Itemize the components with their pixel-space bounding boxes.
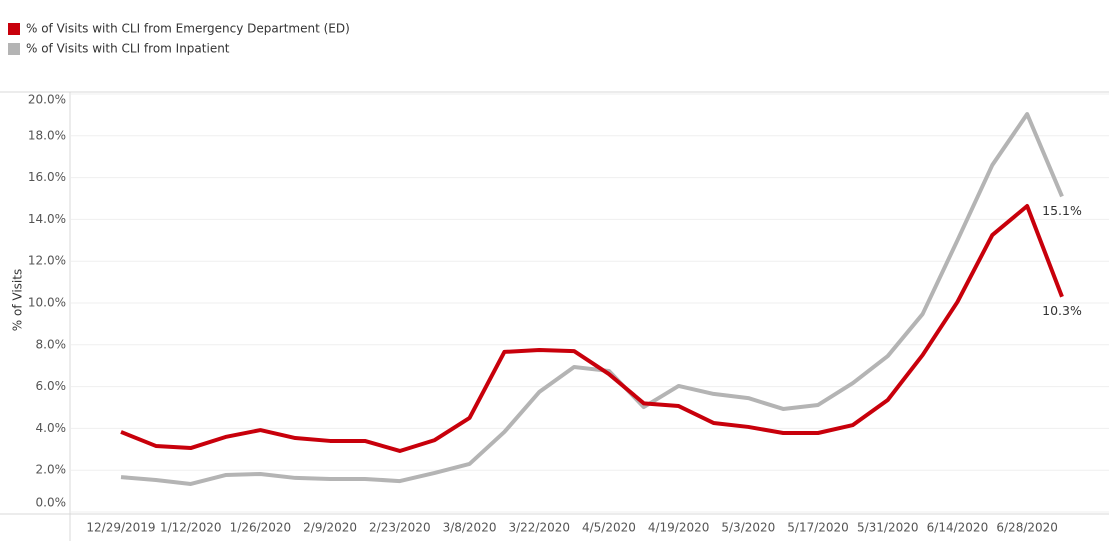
x-tick-label: 4/19/2020 [648, 521, 710, 535]
x-tick-label: 12/29/2019 [86, 521, 155, 535]
x-tick-label: 4/5/2020 [582, 521, 636, 535]
y-tick-label: 18.0% [28, 128, 66, 142]
x-tick-label: 1/26/2020 [230, 521, 292, 535]
y-tick-label: 16.0% [28, 170, 66, 184]
y-tick-label: 10.0% [28, 296, 66, 310]
series-line [120, 112, 1064, 486]
x-tick-label: 3/22/2020 [508, 521, 570, 535]
y-tick-label: 4.0% [36, 421, 67, 435]
x-tick-label: 2/23/2020 [369, 521, 431, 535]
legend-label: % of Visits with CLI from Emergency Depa… [26, 22, 350, 36]
x-tick-label: 6/14/2020 [927, 521, 989, 535]
x-tick-label: 2/9/2020 [303, 521, 357, 535]
legend-swatch [8, 23, 20, 35]
x-tick-label: 5/17/2020 [787, 521, 849, 535]
y-tick-label: 8.0% [36, 337, 67, 351]
y-tick-label: 12.0% [28, 254, 66, 268]
y-tick-label: 14.0% [28, 212, 66, 226]
legend-label: % of Visits with CLI from Inpatient [26, 42, 230, 56]
value-label: 15.1% [1042, 203, 1082, 218]
y-tick-label: 20.0% [28, 93, 66, 107]
x-tick-label: 6/28/2020 [996, 521, 1058, 535]
y-axis-title: % of Visits [11, 269, 25, 331]
x-tick-label: 3/8/2020 [443, 521, 497, 535]
x-tick-label: 5/31/2020 [857, 521, 919, 535]
y-tick-label: 2.0% [36, 463, 67, 477]
value-label: 10.3% [1042, 303, 1082, 318]
series-line [120, 204, 1064, 453]
legend-swatch [8, 43, 20, 55]
y-tick-label: 0.0% [36, 496, 67, 510]
x-tick-label: 1/12/2020 [160, 521, 222, 535]
y-tick-label: 6.0% [36, 379, 67, 393]
x-tick-label: 5/3/2020 [721, 521, 775, 535]
